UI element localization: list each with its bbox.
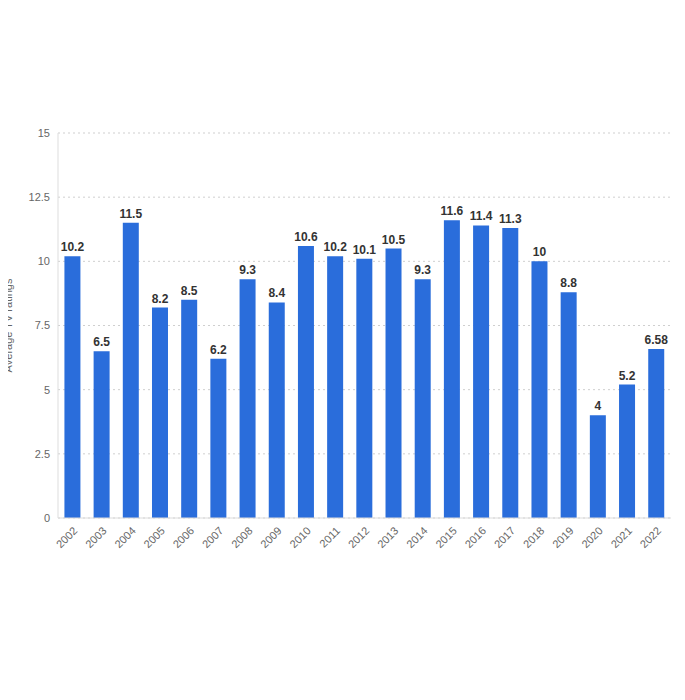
svg-text:10: 10: [38, 255, 50, 267]
svg-text:2021: 2021: [608, 524, 634, 550]
svg-text:9.3: 9.3: [414, 263, 431, 277]
svg-text:4: 4: [595, 399, 602, 413]
svg-text:11.4: 11.4: [470, 209, 493, 223]
svg-text:12.5: 12.5: [29, 191, 50, 203]
svg-text:10.2: 10.2: [323, 240, 347, 254]
svg-text:5.2: 5.2: [619, 369, 636, 383]
svg-text:2013: 2013: [375, 524, 401, 550]
svg-text:2002: 2002: [54, 524, 80, 550]
svg-text:11.5: 11.5: [119, 207, 142, 221]
svg-text:2016: 2016: [462, 524, 488, 550]
svg-text:6.2: 6.2: [210, 343, 227, 357]
svg-text:8.8: 8.8: [560, 276, 577, 290]
svg-text:2005: 2005: [141, 524, 167, 550]
svg-text:2011: 2011: [317, 524, 342, 549]
svg-text:2014: 2014: [404, 524, 430, 550]
svg-text:2022: 2022: [638, 524, 664, 550]
svg-text:6.58: 6.58: [645, 333, 669, 347]
svg-text:2012: 2012: [346, 524, 372, 550]
svg-text:10.2: 10.2: [61, 240, 85, 254]
svg-text:2020: 2020: [579, 524, 605, 550]
svg-text:2008: 2008: [229, 524, 255, 550]
svg-text:2017: 2017: [492, 524, 518, 550]
svg-text:8.5: 8.5: [181, 284, 198, 298]
svg-text:2004: 2004: [112, 524, 138, 550]
svg-text:2009: 2009: [258, 524, 284, 550]
svg-text:8.2: 8.2: [152, 292, 169, 306]
svg-text:2015: 2015: [433, 524, 459, 550]
svg-text:6.5: 6.5: [93, 335, 110, 349]
svg-text:9.3: 9.3: [239, 263, 256, 277]
svg-text:10.6: 10.6: [294, 230, 318, 244]
svg-text:8.4: 8.4: [268, 286, 285, 300]
svg-text:5: 5: [44, 384, 50, 396]
svg-text:2018: 2018: [521, 524, 547, 550]
svg-text:2019: 2019: [550, 524, 576, 550]
svg-text:15: 15: [38, 127, 50, 139]
svg-text:2006: 2006: [170, 524, 196, 550]
svg-text:11.6: 11.6: [441, 204, 464, 218]
svg-text:11.3: 11.3: [499, 212, 522, 226]
svg-text:0: 0: [44, 512, 50, 524]
svg-text:2003: 2003: [83, 524, 109, 550]
svg-text:Average TV ratings: Average TV ratings: [8, 278, 14, 372]
svg-text:2010: 2010: [287, 524, 313, 550]
svg-text:10: 10: [533, 245, 547, 259]
svg-text:2.5: 2.5: [35, 448, 50, 460]
svg-text:7.5: 7.5: [35, 319, 50, 331]
svg-text:2007: 2007: [200, 524, 226, 550]
svg-text:10.1: 10.1: [353, 243, 377, 257]
svg-text:10.5: 10.5: [382, 233, 406, 247]
